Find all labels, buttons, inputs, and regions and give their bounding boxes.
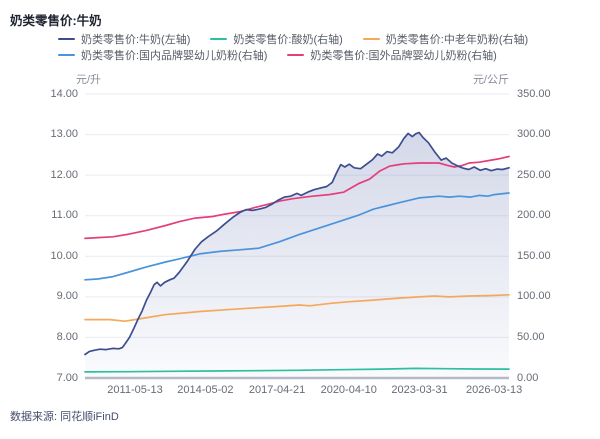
right-axis-unit: 元/公斤 [472, 74, 509, 86]
x-axis-label: 2026-03-13 [466, 384, 523, 396]
legend-swatch-yogurt [210, 37, 228, 41]
legend-swatch-foreign-infant [287, 53, 305, 57]
legend-swatch-domestic-infant [58, 53, 75, 57]
legend-row-2: 奶类零售价:国内品牌婴幼儿奶粉(右轴) 奶类零售价:国外品牌婴幼儿奶粉(右轴) [58, 47, 528, 63]
y-axis-label-right: 200.00 [517, 209, 551, 222]
legend-label-yogurt: 奶类零售价:酸奶(右轴) [233, 34, 343, 46]
x-axis-label: 2023-03-31 [391, 384, 448, 396]
milk-area-fill [85, 132, 509, 378]
series-line-0 [84, 131, 510, 356]
legend-label-foreign-infant: 奶类零售价:国外品牌婴幼儿奶粉(右轴) [310, 50, 497, 62]
y-axis-label-left: 8.00 [56, 330, 78, 343]
series-line-1 [84, 367, 510, 373]
legend-swatch-milk [58, 37, 75, 41]
y-axis-label-right: 350.00 [517, 87, 551, 100]
left-axis-unit: 元/升 [76, 74, 102, 86]
chart-title: 奶类零售价:牛奶 [10, 14, 102, 28]
chart-legend: 奶类零售价:牛奶(左轴) 奶类零售价:酸奶(右轴) 奶类零售价:中老年奶粉(右轴… [58, 31, 528, 63]
y-axis-label-left: 10.00 [50, 249, 78, 262]
y-axis-label-left: 14.00 [50, 87, 78, 100]
x-axis-label: 2011-05-13 [107, 384, 163, 396]
x-axis-label: 2017-04-21 [248, 384, 306, 396]
y-axis-label-left: 7.00 [56, 371, 78, 384]
y-axis-label-left: 11.00 [51, 209, 78, 222]
x-axis-label: 2020-04-10 [320, 384, 377, 396]
y-axis-label-right: 250.00 [517, 168, 551, 181]
y-axis-label-right: 100.00 [517, 290, 551, 303]
y-axis-label-right: 50.00 [517, 330, 545, 343]
legend-item-domestic-infant[interactable]: 奶类零售价:国内品牌婴幼儿奶粉(右轴) [58, 47, 267, 63]
data-source-label: 数据来源: 同花顺iFinD [10, 411, 119, 423]
y-axis-label-left: 13.00 [50, 128, 78, 141]
y-axis-label-left: 9.00 [56, 290, 78, 303]
legend-item-midage-powder[interactable]: 奶类零售价:中老年奶粉(右轴) [362, 31, 529, 47]
y-axis-label-left: 12.00 [50, 168, 78, 181]
y-axis-label-right: 150.00 [517, 249, 551, 262]
legend-label-midage-powder: 奶类零售价:中老年奶粉(右轴) [385, 34, 529, 46]
legend-item-yogurt[interactable]: 奶类零售价:酸奶(右轴) [210, 31, 343, 47]
legend-label-domestic-infant: 奶类零售价:国内品牌婴幼儿奶粉(右轴) [81, 50, 268, 62]
legend-item-milk[interactable]: 奶类零售价:牛奶(左轴) [58, 31, 190, 47]
legend-row-1: 奶类零售价:牛奶(左轴) 奶类零售价:酸奶(右轴) 奶类零售价:中老年奶粉(右轴… [58, 31, 528, 47]
series-line-3 [84, 192, 510, 281]
y-axis-label-right: 0.00 [517, 371, 539, 384]
legend-item-foreign-infant[interactable]: 奶类零售价:国外品牌婴幼儿奶粉(右轴) [287, 47, 497, 63]
x-axis-label: 2014-05-02 [177, 384, 234, 396]
legend-label-milk: 奶类零售价:牛奶(左轴) [81, 34, 191, 46]
legend-swatch-midage-powder [362, 37, 380, 41]
y-axis-label-right: 300.00 [517, 128, 551, 141]
series-line-2 [84, 293, 510, 323]
